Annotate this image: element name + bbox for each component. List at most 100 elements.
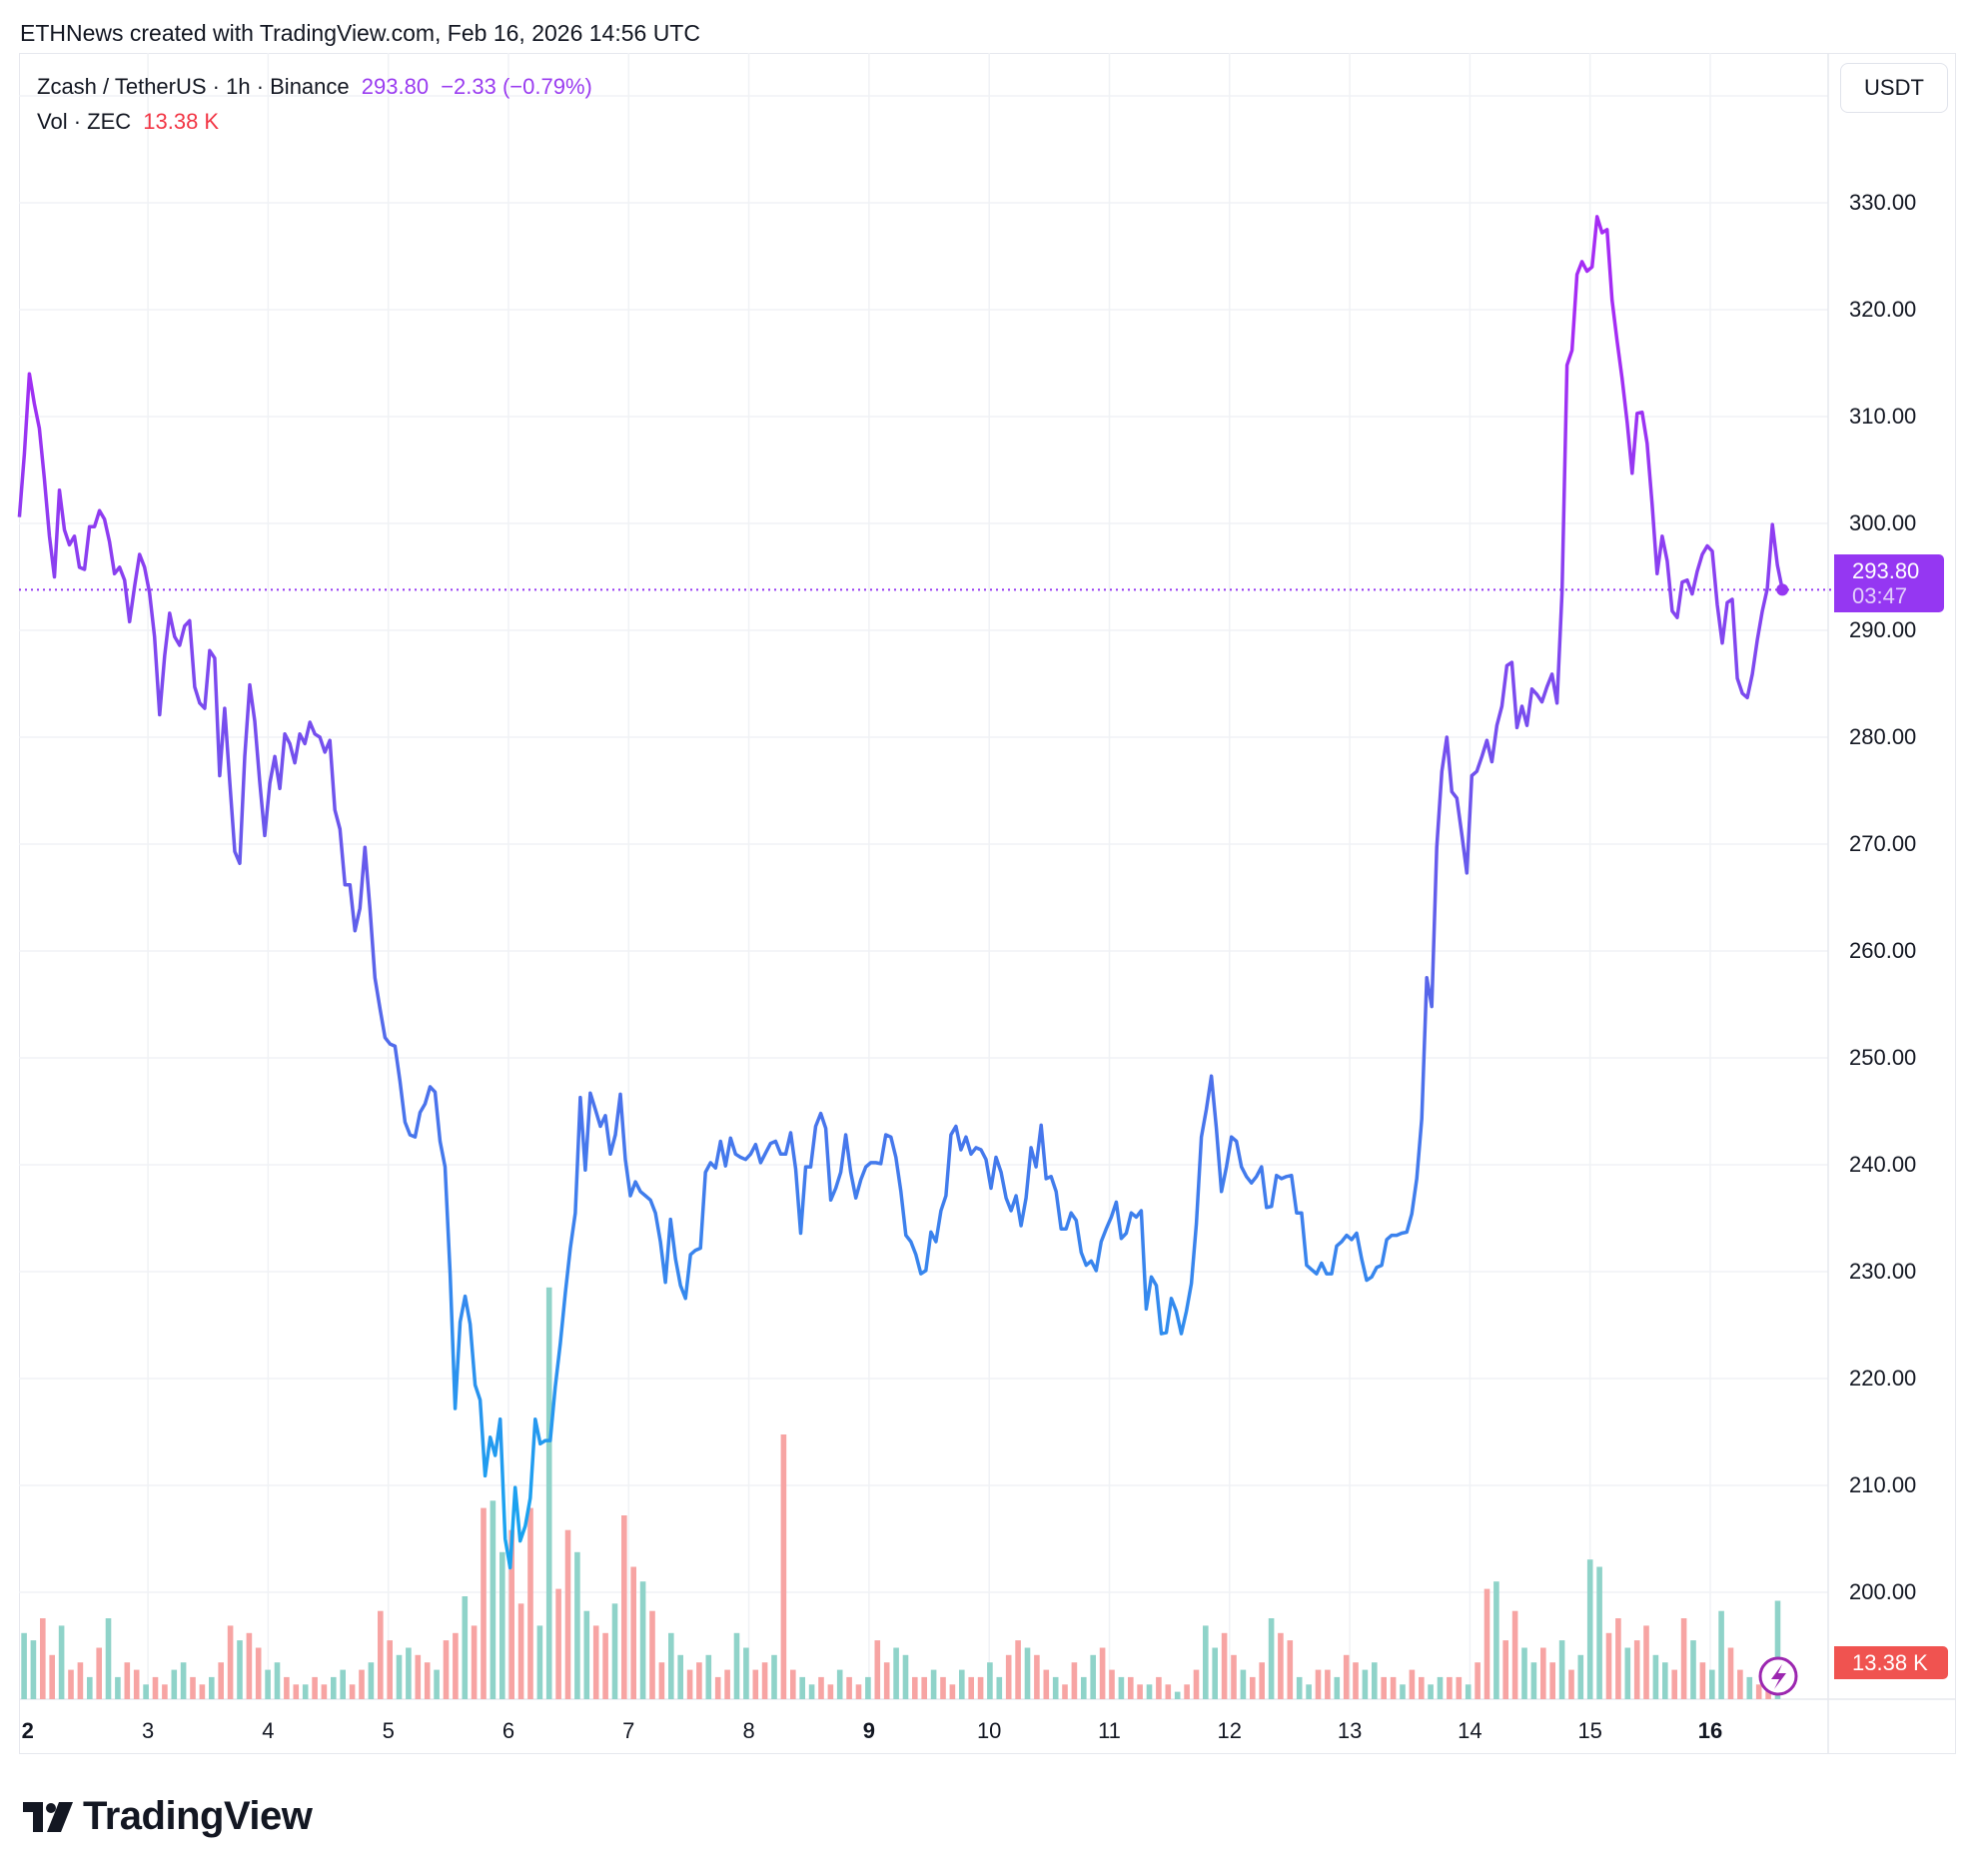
time-tick-label: 9	[862, 1718, 876, 1743]
volume-bar	[1596, 1566, 1602, 1699]
volume-bar	[321, 1684, 328, 1699]
chart-attribution: ETHNews created with TradingView.com, Fe…	[20, 20, 700, 46]
volume-bar	[1755, 1684, 1762, 1699]
volume-bar	[1737, 1669, 1743, 1699]
volume-bar	[1005, 1654, 1012, 1699]
volume-bar	[1577, 1654, 1584, 1699]
volume-bar	[564, 1529, 571, 1699]
volume-bar	[58, 1625, 65, 1699]
volume-bar	[1343, 1654, 1350, 1699]
volume-bar	[1043, 1669, 1050, 1699]
price-tick-label: 230.00	[1849, 1259, 1917, 1284]
volume-bar	[368, 1662, 375, 1699]
volume-bar	[190, 1676, 196, 1699]
lightning-icon[interactable]	[1758, 1656, 1798, 1696]
volume-bar	[359, 1669, 365, 1699]
volume-bar	[340, 1669, 346, 1699]
current-volume-label: 13.38 K	[1834, 1646, 1948, 1679]
time-tick-label: 2	[21, 1718, 34, 1743]
symbol-title[interactable]: Zcash / TetherUS · 1h · Binance	[37, 74, 350, 99]
price-tick-label: 220.00	[1849, 1366, 1917, 1391]
price-tick-label: 200.00	[1849, 1579, 1917, 1604]
volume-bar	[1212, 1647, 1218, 1699]
volume-bar	[1315, 1669, 1322, 1699]
volume-title[interactable]: Vol · ZEC	[37, 109, 132, 134]
volume-bar	[912, 1676, 918, 1699]
volume-bar	[1502, 1640, 1508, 1699]
volume-bar	[987, 1662, 993, 1699]
time-tick-label: 10	[976, 1718, 1002, 1743]
volume-bar	[49, 1654, 55, 1699]
volume-bar	[649, 1610, 655, 1699]
price-tick-label: 310.00	[1849, 404, 1917, 429]
volume-bar	[424, 1662, 431, 1699]
volume-bar	[536, 1625, 543, 1699]
volume-bar	[1109, 1669, 1115, 1699]
volume-bar	[349, 1684, 356, 1699]
tradingview-logo[interactable]: TradingView	[23, 1794, 313, 1839]
volume-bar	[1652, 1654, 1659, 1699]
volume-bar	[1475, 1662, 1481, 1699]
volume-bar	[1024, 1647, 1031, 1699]
volume-bar	[1746, 1676, 1753, 1699]
volume-bar	[152, 1676, 159, 1699]
volume-bar	[1090, 1654, 1096, 1699]
volume-bar	[818, 1676, 824, 1699]
volume-bar	[105, 1618, 112, 1699]
volume-bar	[453, 1632, 459, 1699]
volume-bar	[387, 1640, 393, 1699]
volume-bar	[1409, 1669, 1416, 1699]
price-tick-label: 290.00	[1849, 617, 1917, 642]
volume-bar	[930, 1669, 937, 1699]
volume-bar	[677, 1654, 683, 1699]
volume-bar	[1259, 1662, 1265, 1699]
volume-bar	[237, 1640, 243, 1699]
price-tick-label: 210.00	[1849, 1472, 1917, 1497]
chart-frame	[19, 53, 1956, 1754]
volume-bar	[1428, 1684, 1434, 1699]
volume-bar	[1015, 1640, 1021, 1699]
currency-button[interactable]: USDT	[1840, 63, 1948, 113]
volume-bar	[1633, 1640, 1640, 1699]
volume-bar	[827, 1684, 834, 1699]
volume-bar	[1624, 1647, 1631, 1699]
volume-bar	[1353, 1662, 1359, 1699]
volume-bar	[481, 1507, 487, 1699]
volume-bar	[1240, 1669, 1247, 1699]
volume-bar	[1193, 1669, 1200, 1699]
volume-bar	[77, 1662, 84, 1699]
volume-bar	[443, 1640, 450, 1699]
price-tick-label: 320.00	[1849, 297, 1917, 322]
volume-bar	[1540, 1647, 1546, 1699]
volume-bar	[1174, 1691, 1181, 1699]
volume-bar	[30, 1640, 37, 1699]
volume-bar	[874, 1640, 881, 1699]
volume-bar	[68, 1669, 74, 1699]
volume-bar	[1390, 1676, 1397, 1699]
time-tick-label: 5	[382, 1718, 395, 1743]
volume-bar	[959, 1669, 965, 1699]
volume-bar	[1493, 1581, 1499, 1699]
volume-bar	[218, 1662, 224, 1699]
bar-countdown: 03:47	[1852, 583, 1908, 608]
volume-bar	[714, 1676, 721, 1699]
volume-bar	[1586, 1559, 1593, 1699]
volume-bar	[790, 1669, 796, 1699]
volume-bar	[630, 1566, 636, 1699]
volume-bar	[517, 1603, 524, 1699]
volume-bar	[1643, 1625, 1649, 1699]
volume-bar	[752, 1669, 759, 1699]
volume-bar	[545, 1287, 552, 1699]
volume-bar	[378, 1610, 384, 1699]
volume-bar	[686, 1669, 693, 1699]
volume-bar	[1250, 1676, 1256, 1699]
price-tick-label: 330.00	[1849, 190, 1917, 215]
volume-bar	[199, 1684, 206, 1699]
volume-bar	[1605, 1632, 1612, 1699]
time-tick-label: 4	[262, 1718, 275, 1743]
volume-bar	[1447, 1676, 1453, 1699]
volume-bar	[799, 1676, 805, 1699]
volume-bar	[1615, 1618, 1621, 1699]
volume-bar	[471, 1625, 478, 1699]
